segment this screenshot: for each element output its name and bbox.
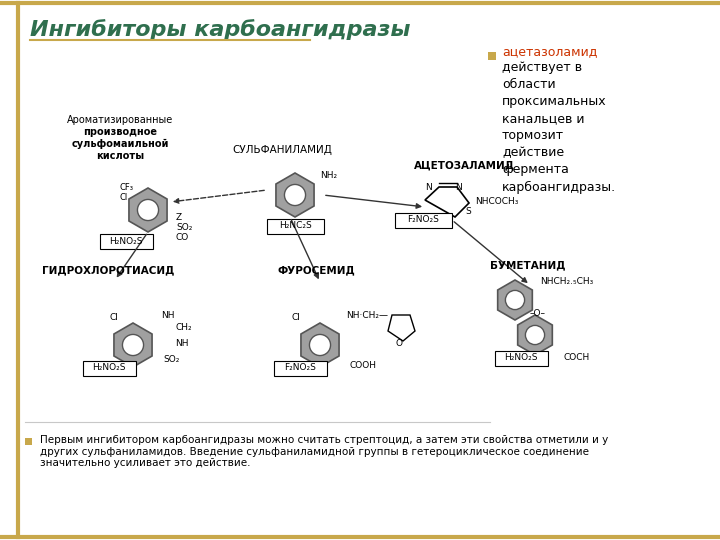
Polygon shape bbox=[114, 323, 152, 367]
Text: COOH: COOH bbox=[350, 361, 377, 369]
Text: производное: производное bbox=[83, 127, 157, 137]
Text: O: O bbox=[396, 339, 403, 348]
Circle shape bbox=[505, 291, 525, 309]
Text: Первым ингибитором карбоангидразы можно считать стрептоцид, а затем эти свойства: Первым ингибитором карбоангидразы можно … bbox=[40, 435, 608, 468]
FancyBboxPatch shape bbox=[395, 213, 451, 227]
Text: действие: действие bbox=[502, 146, 564, 159]
Text: CF₃: CF₃ bbox=[120, 184, 134, 192]
Text: действует в: действует в bbox=[502, 62, 582, 75]
Text: СУЛЬФАНИЛАМИД: СУЛЬФАНИЛАМИД bbox=[232, 145, 332, 155]
Text: ГИДРОХЛОРОТИАСИД: ГИДРОХЛОРОТИАСИД bbox=[42, 265, 174, 275]
Text: S: S bbox=[465, 206, 471, 215]
FancyBboxPatch shape bbox=[274, 361, 326, 375]
Text: тормозит: тормозит bbox=[502, 130, 564, 143]
Text: NH₂: NH₂ bbox=[320, 171, 337, 179]
Text: N: N bbox=[455, 183, 462, 192]
Polygon shape bbox=[518, 315, 552, 355]
Text: NH·CH₂—: NH·CH₂— bbox=[346, 310, 388, 320]
Text: SO₂: SO₂ bbox=[176, 224, 192, 233]
Text: Z: Z bbox=[176, 213, 182, 222]
Text: H₂NO₂S: H₂NO₂S bbox=[504, 354, 538, 362]
Text: H₂NC₂S: H₂NC₂S bbox=[279, 221, 311, 231]
Text: ФУРОСЕМИД: ФУРОСЕМИД bbox=[278, 265, 356, 275]
Text: N: N bbox=[425, 183, 432, 192]
Circle shape bbox=[284, 185, 305, 206]
Text: H₂NO₂S: H₂NO₂S bbox=[109, 237, 143, 246]
Circle shape bbox=[138, 199, 158, 220]
FancyBboxPatch shape bbox=[83, 361, 135, 375]
Text: H₂NO₂S: H₂NO₂S bbox=[92, 363, 126, 373]
Text: NHCH₂.₅CH₃: NHCH₂.₅CH₃ bbox=[540, 278, 593, 287]
Text: фермента: фермента bbox=[502, 164, 569, 177]
Text: АЦЕТОЗАЛАМИД: АЦЕТОЗАЛАМИД bbox=[414, 160, 515, 170]
Text: Ароматизированные: Ароматизированные bbox=[67, 115, 173, 125]
Circle shape bbox=[310, 334, 330, 355]
Text: области: области bbox=[502, 78, 556, 91]
Text: NH: NH bbox=[161, 310, 174, 320]
Bar bbox=[25, 438, 32, 445]
Polygon shape bbox=[301, 323, 339, 367]
Text: Ингибиторы карбоангидразы: Ингибиторы карбоангидразы bbox=[30, 19, 410, 40]
Polygon shape bbox=[276, 173, 314, 217]
Text: канальцев и: канальцев и bbox=[502, 112, 585, 125]
FancyBboxPatch shape bbox=[99, 233, 153, 248]
Text: БУМЕТАНИД: БУМЕТАНИД bbox=[490, 260, 565, 270]
Text: SO₂: SO₂ bbox=[163, 355, 179, 364]
FancyBboxPatch shape bbox=[266, 219, 323, 233]
Bar bbox=[488, 52, 496, 60]
Text: CH₂: CH₂ bbox=[175, 322, 192, 332]
Polygon shape bbox=[425, 187, 469, 217]
Text: NH: NH bbox=[175, 339, 189, 348]
Polygon shape bbox=[129, 188, 167, 232]
Circle shape bbox=[122, 334, 143, 355]
Text: сульфомаильной: сульфомаильной bbox=[71, 139, 168, 149]
Polygon shape bbox=[388, 315, 415, 341]
Text: F₂NO₂S: F₂NO₂S bbox=[407, 215, 439, 225]
Text: Cl: Cl bbox=[120, 193, 128, 202]
Text: F₂NO₂S: F₂NO₂S bbox=[284, 363, 316, 373]
Text: Cl: Cl bbox=[109, 313, 118, 321]
Text: карбоангидразы.: карбоангидразы. bbox=[502, 180, 616, 193]
Polygon shape bbox=[498, 280, 532, 320]
Text: кислоты: кислоты bbox=[96, 151, 144, 161]
FancyBboxPatch shape bbox=[495, 350, 547, 366]
Text: NHCOCH₃: NHCOCH₃ bbox=[475, 197, 518, 206]
Text: –O–: –O– bbox=[530, 308, 546, 318]
Text: CO: CO bbox=[176, 233, 189, 242]
Text: проксимальных: проксимальных bbox=[502, 96, 607, 109]
Circle shape bbox=[526, 326, 544, 345]
Text: ацетазоламид: ацетазоламид bbox=[502, 45, 598, 58]
Text: Cl: Cl bbox=[292, 313, 301, 321]
Text: COCH: COCH bbox=[563, 353, 589, 361]
